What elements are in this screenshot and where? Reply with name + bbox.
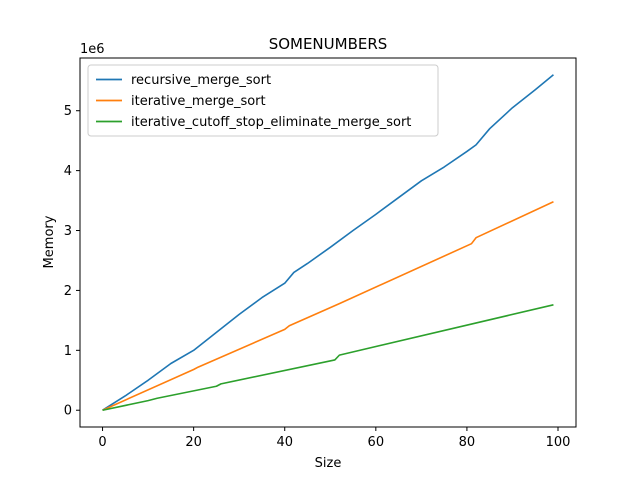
y-axis-label: Memory xyxy=(42,215,57,268)
series-line-0 xyxy=(102,74,554,411)
x-tick-label: 60 xyxy=(368,435,385,450)
series-line-1 xyxy=(102,201,554,411)
plot-area-frame xyxy=(79,57,577,428)
y-tick-label: 2 xyxy=(64,284,72,299)
y-axis-offset-label: 1e6 xyxy=(80,42,105,57)
y-tick-label: 1 xyxy=(64,344,72,359)
x-axis-ticks: 0 20 40 60 80 100 xyxy=(98,427,570,450)
y-tick-label: 3 xyxy=(64,224,72,239)
legend-box xyxy=(87,64,439,137)
y-tick-label: 0 xyxy=(64,404,72,419)
x-tick-label: 20 xyxy=(185,435,202,450)
legend-label-1: iterative_merge_sort xyxy=(131,94,266,109)
legend-label-2: iterative_cutoff_stop_eliminate_merge_so… xyxy=(131,115,411,130)
x-axis-label: Size xyxy=(315,456,342,471)
y-axis-ticks: 0 1 2 3 4 5 xyxy=(64,104,80,419)
legend: recursive_merge_sort iterative_merge_sort… xyxy=(87,64,439,137)
chart-title: SOMENUMBERS xyxy=(269,35,388,53)
legend-label-0: recursive_merge_sort xyxy=(131,73,271,88)
x-tick-label: 80 xyxy=(459,435,476,450)
x-tick-label: 40 xyxy=(276,435,293,450)
x-tick-label: 0 xyxy=(98,435,106,450)
series-layer xyxy=(102,74,554,412)
y-tick-label: 4 xyxy=(64,164,72,179)
x-tick-label: 100 xyxy=(546,435,571,450)
series-line-2 xyxy=(102,304,554,412)
y-tick-label: 5 xyxy=(64,104,72,119)
